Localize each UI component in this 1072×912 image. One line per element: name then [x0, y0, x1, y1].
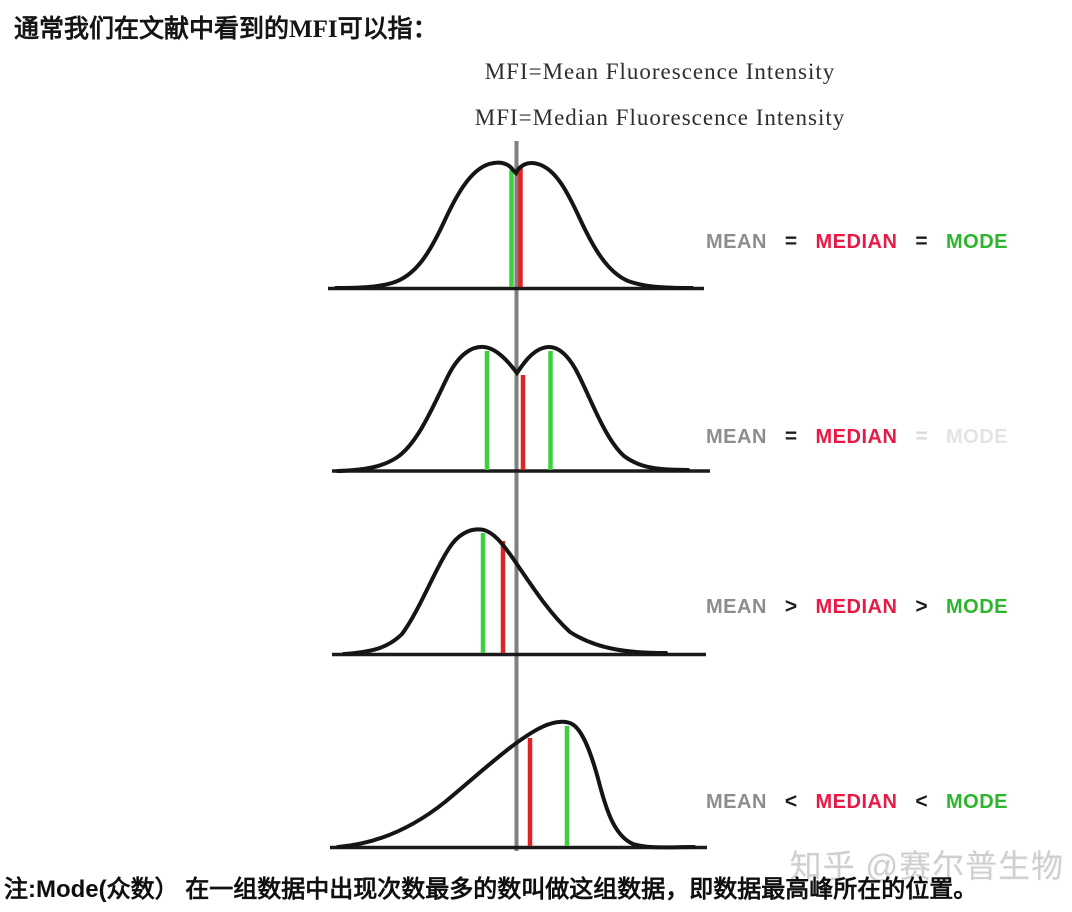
relation-row-3: MEAN > MEDIAN > MODE — [706, 595, 1008, 619]
operator-1: = — [784, 230, 798, 253]
median-label: MEDIAN — [815, 790, 898, 813]
relation-row-4: MEAN < MEDIAN < MODE — [706, 790, 1008, 814]
mode-label-faded: MODE — [946, 425, 1008, 448]
operator-1: > — [784, 595, 798, 618]
mfi-mean-definition: MFI=Mean Fluorescence Intensity — [484, 59, 836, 84]
median-label: MEDIAN — [815, 595, 898, 618]
mfi-median-definition: MFI=Median Fluorescence Intensity — [474, 105, 846, 130]
median-label: MEDIAN — [815, 230, 898, 253]
operator-2-faded: = — [915, 425, 929, 448]
operator-2: > — [915, 595, 929, 618]
mean-label: MEAN — [706, 425, 767, 448]
mode-label: MODE — [946, 595, 1008, 618]
relation-row-2: MEAN = MEDIAN = MODE — [706, 425, 1008, 449]
operator-2: = — [915, 230, 929, 253]
zhihu-watermark: 知乎 @赛尔普生物 — [789, 848, 1064, 884]
curve-left-skewed — [336, 719, 696, 850]
operator-1: = — [784, 425, 798, 448]
mean-label: MEAN — [706, 230, 767, 253]
mean-label: MEAN — [706, 790, 767, 813]
relation-row-1: MEAN = MEDIAN = MODE — [706, 230, 1008, 254]
mode-label: MODE — [946, 790, 1008, 813]
mode-footnote: 注:Mode(众数） 在一组数据中出现次数最多的数叫做这组数据，即数据最高峰所在… — [4, 876, 978, 903]
curve-symmetric-bimodal — [336, 344, 690, 473]
curve-right-skewed — [342, 527, 668, 656]
page-title: 通常我们在文献中看到的MFI可以指： — [14, 16, 438, 43]
curve-symmetric-unimodal — [334, 160, 694, 290]
mean-label: MEAN — [706, 595, 767, 618]
median-label: MEDIAN — [815, 425, 898, 448]
mode-label: MODE — [946, 230, 1008, 253]
operator-1: < — [784, 790, 798, 813]
operator-2: < — [915, 790, 929, 813]
